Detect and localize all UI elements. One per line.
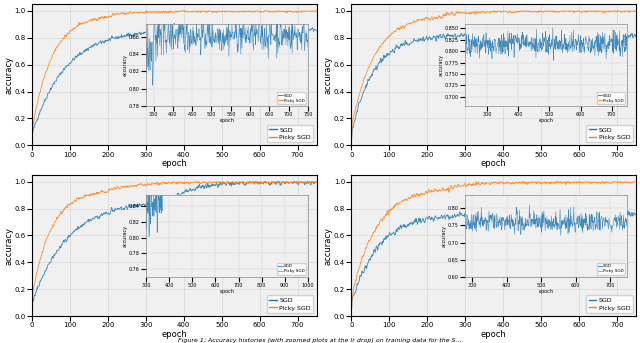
Y-axis label: accuracy: accuracy: [4, 56, 13, 94]
Y-axis label: accuracy: accuracy: [323, 56, 332, 94]
X-axis label: epoch: epoch: [481, 159, 506, 168]
X-axis label: epoch: epoch: [161, 330, 187, 339]
Legend: SGD, Picky SGD: SGD, Picky SGD: [586, 295, 633, 313]
Text: Figure 1: Accuracy histories (with zoomed plots at the lr drop) on training data: Figure 1: Accuracy histories (with zoome…: [178, 338, 462, 343]
X-axis label: epoch: epoch: [481, 330, 506, 339]
Legend: SGD, Picky SGD: SGD, Picky SGD: [267, 125, 314, 142]
Y-axis label: accuracy: accuracy: [323, 227, 332, 264]
Legend: SGD, Picky SGD: SGD, Picky SGD: [267, 295, 314, 313]
X-axis label: epoch: epoch: [161, 159, 187, 168]
Legend: SGD, Picky SGD: SGD, Picky SGD: [586, 125, 633, 142]
Y-axis label: accuracy: accuracy: [4, 227, 13, 264]
